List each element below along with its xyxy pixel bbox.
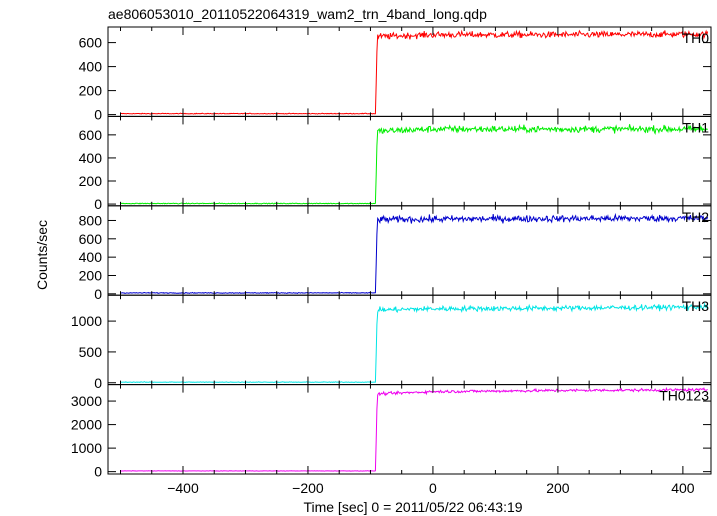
y-tick-label: 600 — [79, 231, 103, 247]
series-line-th0 — [120, 29, 709, 115]
y-tick-label: 400 — [79, 59, 103, 75]
panel-th3: 0 500 1000 TH3 — [71, 294, 712, 391]
panels: 0 200 400 600 TH0 0 200 400 600 TH1 0 200 400 600 800 T… — [71, 26, 712, 496]
y-tick-label: 0 — [94, 286, 102, 302]
panel-th0123: 0 1000 2000 3000 TH0123 — [71, 384, 712, 480]
panel-th0: 0 200 400 600 TH0 — [79, 26, 712, 123]
y-tick-label: 400 — [79, 150, 103, 166]
y-tick-label: 800 — [79, 212, 103, 228]
y-tick-label: 200 — [79, 83, 103, 99]
y-tick-label: 0 — [94, 107, 102, 123]
y-tick-label: 600 — [79, 127, 103, 143]
band-label-th2: TH2 — [683, 209, 710, 225]
series-line-th2 — [120, 212, 709, 294]
y-tick-label: 1000 — [71, 440, 102, 456]
band-label-th1: TH1 — [683, 119, 710, 135]
panel-frame — [107, 26, 712, 117]
x-tick-label: 200 — [546, 480, 570, 496]
y-tick-label: 1000 — [71, 313, 102, 329]
series-line-th1 — [120, 123, 708, 205]
x-tick-label: 400 — [671, 480, 695, 496]
y-axis-label: Counts/sec — [34, 220, 50, 290]
y-tick-label: 0 — [94, 196, 102, 212]
y-tick-label: 3000 — [71, 393, 102, 409]
x-axis-label: Time [sec] 0 = 2011/05/22 06:43:19 — [303, 499, 522, 515]
x-tick-label: 0 — [429, 480, 437, 496]
band-label-th0123: TH0123 — [659, 388, 709, 404]
band-label-th3: TH3 — [683, 298, 710, 314]
y-tick-label: 0 — [94, 464, 102, 480]
x-tick-label: −200 — [292, 480, 324, 496]
chart-title: ae806053010_20110522064319_wam2_trn_4ban… — [108, 6, 487, 22]
panel-th1: 0 200 400 600 TH1 — [79, 115, 712, 212]
y-tick-label: 200 — [79, 173, 103, 189]
y-tick-label: 500 — [79, 344, 103, 360]
y-tick-label: 0 — [94, 375, 102, 391]
y-tick-label: 600 — [79, 35, 103, 51]
band-label-th0: TH0 — [683, 30, 710, 46]
panel-th2: 0 200 400 600 800 TH2 — [79, 205, 712, 302]
y-tick-label: 2000 — [71, 417, 102, 433]
y-tick-label: 400 — [79, 249, 103, 265]
panel-frame — [107, 384, 712, 475]
series-line-th0123 — [120, 386, 708, 472]
series-line-th3 — [120, 302, 709, 384]
y-tick-label: 200 — [79, 267, 103, 283]
x-tick-label: −400 — [167, 480, 199, 496]
